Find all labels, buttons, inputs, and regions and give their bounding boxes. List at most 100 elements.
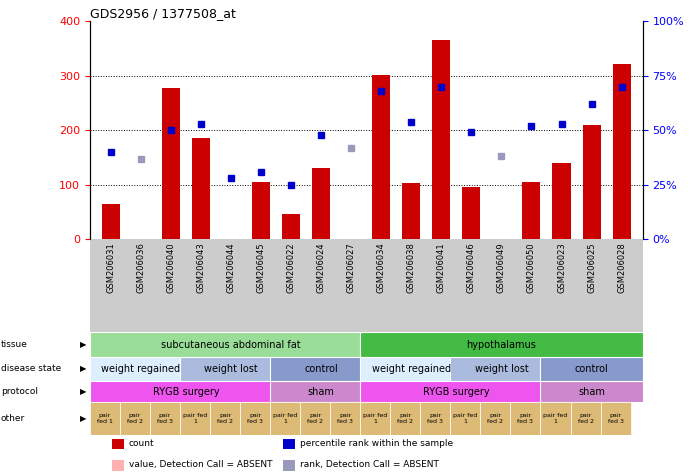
Text: GSM206049: GSM206049 — [497, 242, 506, 292]
Bar — [252, 182, 270, 239]
Bar — [360, 381, 553, 402]
Text: pair
fed 3: pair fed 3 — [337, 413, 353, 424]
Bar — [600, 402, 631, 435]
Text: rank, Detection Call = ABSENT: rank, Detection Call = ABSENT — [300, 460, 439, 469]
Text: weight lost: weight lost — [475, 364, 529, 374]
Text: pair fed
1: pair fed 1 — [363, 413, 388, 424]
Text: pair
fed 2: pair fed 2 — [487, 413, 504, 424]
Text: GSM206023: GSM206023 — [557, 242, 566, 292]
Bar — [540, 402, 571, 435]
Text: GDS2956 / 1377508_at: GDS2956 / 1377508_at — [90, 7, 236, 20]
Bar — [433, 40, 451, 239]
Text: pair
fed 2: pair fed 2 — [127, 413, 143, 424]
Bar — [540, 357, 643, 381]
Bar — [102, 204, 120, 239]
Text: GSM206043: GSM206043 — [196, 242, 205, 292]
Text: GSM206038: GSM206038 — [407, 242, 416, 293]
Text: pair fed
1: pair fed 1 — [453, 413, 477, 424]
Text: sham: sham — [307, 387, 334, 397]
Text: pair
fed 2: pair fed 2 — [397, 413, 413, 424]
Text: GSM206036: GSM206036 — [136, 242, 145, 293]
Bar — [300, 402, 330, 435]
Bar — [270, 402, 300, 435]
Text: sham: sham — [578, 387, 605, 397]
Text: pair
fed 3: pair fed 3 — [247, 413, 263, 424]
Text: weight regained: weight regained — [372, 364, 451, 374]
Bar — [150, 402, 180, 435]
Bar — [420, 402, 451, 435]
Bar — [462, 187, 480, 239]
Bar — [390, 402, 420, 435]
Bar — [90, 381, 282, 402]
Text: percentile rank within the sample: percentile rank within the sample — [300, 439, 453, 448]
Bar — [90, 402, 120, 435]
Bar — [240, 402, 270, 435]
Text: pair fed
1: pair fed 1 — [543, 413, 567, 424]
Text: control: control — [304, 364, 338, 374]
Text: weight lost: weight lost — [204, 364, 258, 374]
Bar — [180, 402, 210, 435]
Text: GSM206022: GSM206022 — [287, 242, 296, 292]
Bar — [360, 402, 390, 435]
Text: hypothalamus: hypothalamus — [466, 340, 536, 350]
Text: GSM206027: GSM206027 — [347, 242, 356, 292]
Bar — [270, 381, 372, 402]
Bar — [360, 332, 643, 357]
Bar — [451, 357, 553, 381]
Text: value, Detection Call = ABSENT: value, Detection Call = ABSENT — [129, 460, 272, 469]
Bar — [283, 438, 296, 449]
Text: GSM206024: GSM206024 — [316, 242, 325, 292]
Bar — [402, 183, 420, 239]
Text: pair
fed 3: pair fed 3 — [607, 413, 623, 424]
Text: GSM206050: GSM206050 — [527, 242, 536, 292]
Bar — [583, 125, 600, 239]
Text: ▶: ▶ — [80, 387, 86, 396]
Bar — [360, 357, 462, 381]
Text: GSM206028: GSM206028 — [617, 242, 626, 292]
Text: GSM206041: GSM206041 — [437, 242, 446, 292]
Bar — [192, 138, 210, 239]
Bar — [282, 213, 300, 239]
Bar — [283, 460, 296, 471]
Bar — [90, 357, 192, 381]
Bar — [613, 64, 631, 239]
Text: GSM206034: GSM206034 — [377, 242, 386, 292]
Text: count: count — [129, 439, 154, 448]
Text: pair fed
1: pair fed 1 — [183, 413, 207, 424]
Text: weight regained: weight regained — [102, 364, 180, 374]
Text: pair
fed 2: pair fed 2 — [578, 413, 594, 424]
Text: GSM206044: GSM206044 — [227, 242, 236, 292]
Bar — [112, 460, 124, 471]
Text: GSM206045: GSM206045 — [256, 242, 265, 292]
Bar — [120, 402, 150, 435]
Text: ▶: ▶ — [80, 340, 86, 349]
Text: disease state: disease state — [1, 365, 61, 374]
Text: RYGB surgery: RYGB surgery — [423, 387, 490, 397]
Bar — [112, 438, 124, 449]
Text: subcutaneous abdominal fat: subcutaneous abdominal fat — [161, 340, 301, 350]
Text: pair
fed 1: pair fed 1 — [97, 413, 113, 424]
Bar — [330, 402, 360, 435]
Text: ▶: ▶ — [80, 414, 86, 423]
Text: GSM206046: GSM206046 — [467, 242, 476, 292]
Bar — [540, 381, 643, 402]
Text: control: control — [575, 364, 609, 374]
Text: other: other — [1, 414, 25, 423]
Text: pair
fed 2: pair fed 2 — [307, 413, 323, 424]
Bar — [210, 402, 240, 435]
Text: pair
fed 3: pair fed 3 — [157, 413, 173, 424]
Bar — [571, 402, 600, 435]
Text: GSM206040: GSM206040 — [167, 242, 176, 292]
Bar — [90, 332, 372, 357]
Bar — [270, 357, 372, 381]
Bar — [511, 402, 540, 435]
Bar — [162, 88, 180, 239]
Bar — [451, 402, 480, 435]
Text: RYGB surgery: RYGB surgery — [153, 387, 219, 397]
Text: tissue: tissue — [1, 340, 28, 349]
Text: pair fed
1: pair fed 1 — [273, 413, 297, 424]
Bar — [180, 357, 282, 381]
Bar — [522, 182, 540, 239]
Bar — [553, 163, 571, 239]
Bar — [480, 402, 511, 435]
